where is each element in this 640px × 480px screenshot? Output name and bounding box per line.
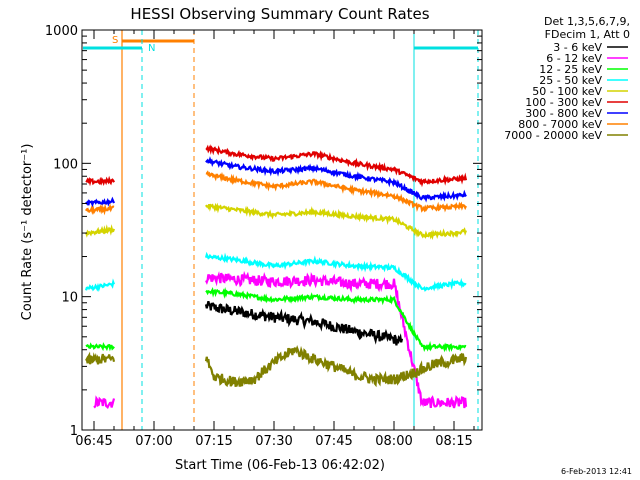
plot-area: SN 06:45 07:00 07:15 07:30 07:45 08:00 08:15 1… xyxy=(45,24,483,449)
series-line xyxy=(205,170,467,213)
y-tick-label: 1000 xyxy=(45,24,78,39)
y-axis: 1 10 100 1000 xyxy=(45,24,482,439)
series-line xyxy=(204,345,468,388)
series-7 xyxy=(85,170,467,216)
x-tick-label: 07:30 xyxy=(255,434,292,449)
legend-header-line-1: Det 1,3,5,6,7,9, xyxy=(544,15,630,28)
saa-label: S xyxy=(112,35,118,46)
series-line xyxy=(205,286,467,353)
legend: Det 1,3,5,6,7,9, FDecim 1, Att 0 3 - 6 k… xyxy=(504,15,630,142)
series-line xyxy=(205,202,468,241)
series-1 xyxy=(93,270,468,409)
series-layer xyxy=(84,144,468,409)
series-0 xyxy=(204,300,404,346)
x-tick-label: 07:45 xyxy=(315,434,352,449)
x-tick-label: 07:00 xyxy=(135,434,172,449)
series-line xyxy=(85,342,115,352)
series-line xyxy=(93,395,116,409)
legend-label: 300 - 800 keV xyxy=(525,107,602,120)
series-line xyxy=(84,224,116,238)
legend-label: 800 - 7000 keV xyxy=(518,118,602,131)
x-tick-label: 07:15 xyxy=(195,434,232,449)
series-6 xyxy=(85,156,467,208)
series-line xyxy=(85,175,115,187)
night-label: N xyxy=(148,43,155,54)
axes-frame xyxy=(81,29,483,431)
y-tick-label: 1 xyxy=(70,424,78,439)
series-8 xyxy=(85,345,468,388)
series-3 xyxy=(84,251,467,292)
series-line xyxy=(205,156,467,203)
x-axis: 06:45 07:00 07:15 07:30 07:45 08:00 08:15 xyxy=(75,30,475,449)
x-tick-label: 06:45 xyxy=(75,434,112,449)
y-axis-label: Count Rate (s⁻¹ detector⁻¹) xyxy=(20,144,35,321)
x-tick-label: 08:15 xyxy=(435,434,472,449)
legend-label: 6 - 12 keV xyxy=(546,52,602,65)
series-2 xyxy=(85,286,467,353)
legend-label: 3 - 6 keV xyxy=(553,41,602,54)
series-4 xyxy=(84,202,468,241)
x-axis-label: Start Time (06-Feb-13 06:42:02) xyxy=(175,458,385,473)
series-line xyxy=(204,300,404,346)
y-tick-label: 10 xyxy=(61,291,78,306)
series-line xyxy=(84,278,116,292)
x-tick-label: 08:00 xyxy=(375,434,412,449)
series-line xyxy=(85,203,115,216)
date-stamp: 6-Feb-2013 12:41 xyxy=(561,467,632,476)
series-line xyxy=(85,196,116,208)
legend-label: 50 - 100 keV xyxy=(532,85,602,98)
chart-title: HESSI Observing Summary Count Rates xyxy=(130,5,429,23)
legend-label: 7000 - 20000 keV xyxy=(504,129,602,142)
series-5 xyxy=(85,144,468,188)
series-line xyxy=(205,270,468,409)
series-line xyxy=(204,251,467,292)
y-tick-label: 100 xyxy=(53,157,78,172)
legend-label: 12 - 25 keV xyxy=(539,63,602,76)
legend-header-line-2: FDecim 1, Att 0 xyxy=(545,28,630,41)
series-line xyxy=(85,351,116,365)
series-line xyxy=(205,144,468,188)
legend-label: 100 - 300 keV xyxy=(525,96,602,109)
orbit-markers: SN xyxy=(83,30,479,430)
legend-label: 25 - 50 keV xyxy=(539,74,602,87)
